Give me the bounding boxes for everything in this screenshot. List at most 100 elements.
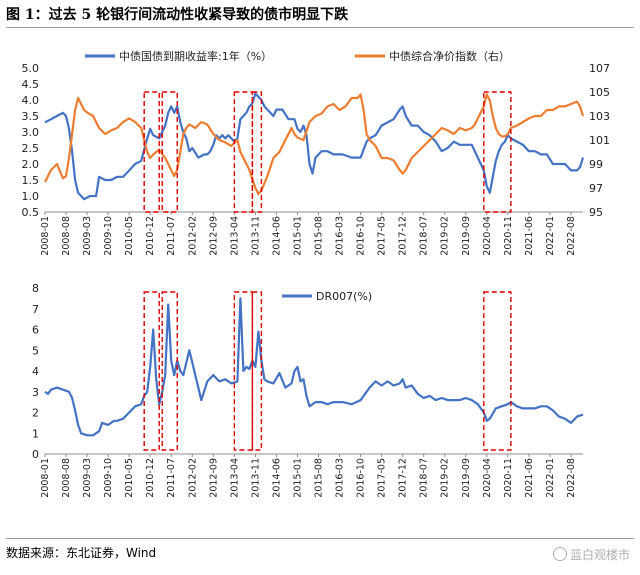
series-line-1 [44, 297, 584, 437]
y2-tick-label: 105 [589, 86, 610, 99]
x-tick-label: 2009-03 [82, 458, 93, 498]
x-tick-label: 2012-02 [187, 216, 198, 256]
x-tick-label: 2016-03 [335, 458, 346, 498]
highlight-box [251, 91, 263, 213]
x-tick-label: 2017-12 [398, 458, 409, 498]
highlight-box [161, 291, 178, 451]
x-tick-label: 2011-07 [166, 458, 177, 498]
highlight-box [483, 91, 512, 213]
x-tick-label: 2009-10 [103, 458, 114, 498]
x-tick-label: 2010-05 [124, 458, 135, 498]
x-tick-label: 2017-05 [377, 458, 388, 498]
x-tick-label: 2014-06 [271, 458, 282, 498]
source-divider [6, 538, 634, 539]
watermark: 蓝白观楼市 [552, 546, 630, 563]
title-divider [6, 27, 634, 28]
y-tick-label: 7 [32, 303, 39, 316]
x-tick-label: 2013-04 [229, 458, 240, 498]
x-tick-label: 2010-12 [145, 216, 156, 256]
y2-tick-label: 101 [589, 134, 610, 147]
x-tick-label: 2022-01 [545, 216, 556, 256]
x-tick-label: 2019-09 [461, 216, 472, 256]
x-tick-label: 2019-02 [440, 458, 451, 498]
x-tick-label: 2020-04 [482, 458, 493, 498]
y-tick-label: 2.5 [22, 142, 40, 155]
watermark-icon [552, 547, 567, 561]
figure-title: 图 1：过去 5 轮银行间流动性收紧导致的债市明显下跌 [6, 7, 349, 23]
x-tick-label: 2011-07 [166, 216, 177, 256]
x-tick-label: 2015-01 [292, 458, 303, 498]
series-line-1 [44, 92, 585, 201]
highlight-box [251, 291, 263, 451]
watermark-text: 蓝白观楼市 [569, 548, 630, 562]
x-tick-label: 2015-01 [292, 216, 303, 256]
x-tick-label: 2017-12 [398, 216, 409, 256]
legend-label-1: DR007(%) [316, 290, 372, 303]
y-tick-label: 8 [32, 282, 39, 295]
y-tick-label: 3.0 [22, 126, 40, 139]
x-tick-label: 2021-06 [524, 216, 535, 256]
legend-label-1: 中债国债到期收益率:1年（%） [119, 49, 272, 63]
highlight-box [233, 291, 254, 451]
y-tick-label: 4 [32, 365, 39, 378]
x-tick-label: 2016-10 [356, 216, 367, 256]
x-tick-label: 2022-08 [566, 216, 577, 256]
x-tick-label: 2020-11 [503, 216, 514, 256]
y-tick-label: 3 [32, 386, 39, 399]
y2-tick-label: 99 [589, 158, 603, 171]
bottom-chart: 0 1 2 3 4 5 6 7 8 2008-01 2008-08 2009-03 2009-10 201… [32, 282, 584, 498]
x-tick-label: 2008-08 [61, 216, 72, 256]
x-tick-label: 2010-12 [145, 458, 156, 498]
highlight-box [233, 91, 254, 213]
x-tick-label: 2022-08 [566, 458, 577, 498]
x-tick-label: 2020-04 [482, 216, 493, 256]
y2-tick-label: 95 [589, 206, 603, 219]
highlight-box [143, 91, 160, 213]
x-tick-label: 2009-10 [103, 216, 114, 256]
x-tick-label: 2019-09 [461, 458, 472, 498]
x-tick-label: 2013-04 [229, 216, 240, 256]
y-tick-label: 2.0 [22, 158, 40, 171]
y-tick-label: 2 [32, 407, 39, 420]
x-tick-label: 2015-08 [314, 458, 325, 498]
x-tick-label: 2012-09 [208, 458, 219, 498]
x-tick-label: 2009-03 [82, 216, 93, 256]
y-tick-label: 4.0 [22, 94, 40, 107]
y2-tick-label: 97 [589, 182, 603, 195]
x-tick-label: 2022-01 [545, 458, 556, 498]
y2-tick-label: 103 [589, 110, 610, 123]
y-tick-label: 1 [32, 427, 39, 440]
x-tick-label: 2021-06 [524, 458, 535, 498]
x-tick-label: 2008-08 [61, 458, 72, 498]
y-tick-label: 0 [32, 448, 39, 461]
x-tick-label: 2015-08 [314, 216, 325, 256]
x-tick-label: 2018-07 [419, 458, 430, 498]
highlight-box [483, 291, 512, 451]
y-tick-label: 3.5 [22, 110, 40, 123]
x-tick-label: 2010-05 [124, 216, 135, 256]
x-tick-label: 2016-03 [335, 216, 346, 256]
x-tick-label: 2013-11 [250, 216, 261, 256]
y-tick-label: 1.5 [22, 174, 40, 187]
top-chart: 0.5 1.0 1.5 2.0 2.5 3.0 3.5 4.0 4.5 5.0 95 97 99 101 1… [22, 49, 611, 256]
x-tick-label: 2017-05 [377, 216, 388, 256]
legend-label-2: 中债综合净价指数（右） [389, 49, 510, 63]
x-tick-label: 2019-02 [440, 216, 451, 256]
y-tick-label: 5 [32, 344, 39, 357]
x-tick-label: 2014-06 [271, 216, 282, 256]
x-tick-label: 2012-02 [187, 458, 198, 498]
x-tick-label: 2012-09 [208, 216, 219, 256]
x-tick-label: 2013-11 [250, 458, 261, 498]
series-line-2 [44, 93, 585, 196]
y-tick-label: 4.5 [22, 78, 40, 91]
y2-tick-label: 107 [589, 62, 610, 75]
y-tick-label: 1.0 [22, 190, 40, 203]
y-tick-label: 0.5 [22, 206, 40, 219]
x-tick-label: 2008-01 [40, 458, 51, 498]
x-tick-label: 2020-11 [503, 458, 514, 498]
highlight-box [143, 291, 160, 451]
x-tick-label: 2016-10 [356, 458, 367, 498]
x-tick-label: 2008-01 [40, 216, 51, 256]
x-tick-label: 2018-07 [419, 216, 430, 256]
